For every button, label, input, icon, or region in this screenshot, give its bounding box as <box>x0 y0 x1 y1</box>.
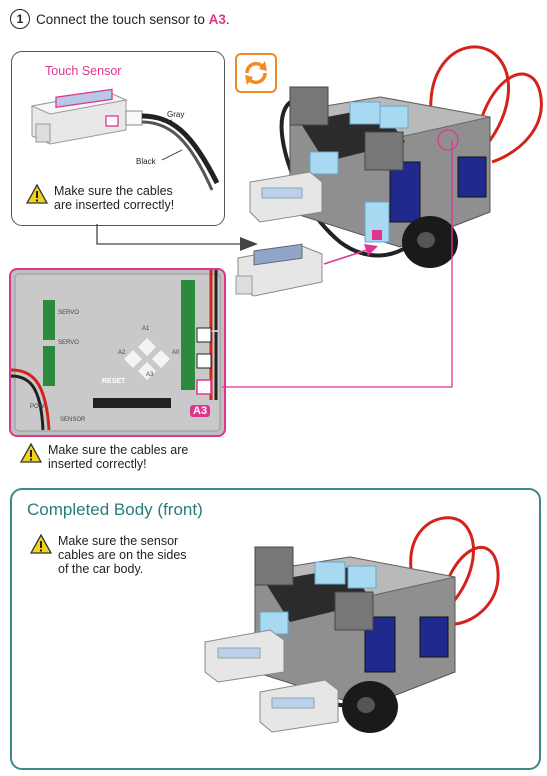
board-connector-line <box>222 140 453 388</box>
board-pin-label: A3 <box>190 405 211 417</box>
cable-gray-label: Gray <box>167 110 185 119</box>
board-silk-reset: RESET <box>102 378 126 385</box>
board-warning-line-1: Make sure the cables are <box>48 443 189 457</box>
sensor-warning: Make sure the cables are inserted correc… <box>26 184 174 212</box>
rotate-arrows-glyph <box>245 61 267 85</box>
board-silk-servo-2: SERVO <box>58 340 79 346</box>
rotate-arrows-icon <box>235 53 277 93</box>
board-silk-a1: A1 <box>142 326 150 332</box>
step-header: 1 Connect the touch sensor to A3. <box>10 9 230 29</box>
robot-illustration-top <box>249 45 543 268</box>
completed-title: Completed Body (front) <box>27 500 203 519</box>
sensor-label: Touch Sensor <box>45 64 122 78</box>
board-warning: Make sure the cables are inserted correc… <box>20 443 188 471</box>
step-instruction: Connect the touch sensor to <box>36 11 209 27</box>
board-silk-a0: A0 <box>172 350 180 356</box>
board-silk-sensor: SENSOR <box>60 417 86 423</box>
completed-warning-line-2: cables are on the sides <box>58 548 187 562</box>
robot-illustration-completed <box>204 516 500 733</box>
completed-warning-line-1: Make sure the sensor <box>58 534 179 548</box>
board-warning-line-2: inserted correctly! <box>48 457 147 471</box>
warning-icon <box>20 443 42 463</box>
warning-icon <box>30 534 52 554</box>
board-illustration <box>11 270 221 432</box>
board-silk-servo-1: SERVO <box>58 310 79 316</box>
completed-warning: Make sure the sensor cables are on the s… <box>30 534 187 576</box>
board-silk-a2: A2 <box>118 350 126 356</box>
warning-icon <box>26 184 48 204</box>
board-panel <box>9 268 226 437</box>
completed-warning-line-3: of the car body. <box>58 562 144 576</box>
touch-sensor-insert <box>235 243 378 297</box>
step-pin: A3 <box>208 11 226 27</box>
cable-black-label: Black <box>136 157 156 166</box>
board-silk-pow: POW <box>30 404 45 410</box>
board-silk-a3: A3 <box>146 372 154 378</box>
step-number: 1 <box>10 9 30 29</box>
sensor-warning-line-1: Make sure the cables <box>54 184 173 198</box>
step-text: Connect the touch sensor to A3. <box>36 11 230 27</box>
sensor-warning-line-2: are inserted correctly! <box>54 198 175 212</box>
touch-sensor-illustration <box>30 88 220 191</box>
connector-arrow <box>96 224 258 251</box>
completed-body-panel <box>10 488 541 770</box>
